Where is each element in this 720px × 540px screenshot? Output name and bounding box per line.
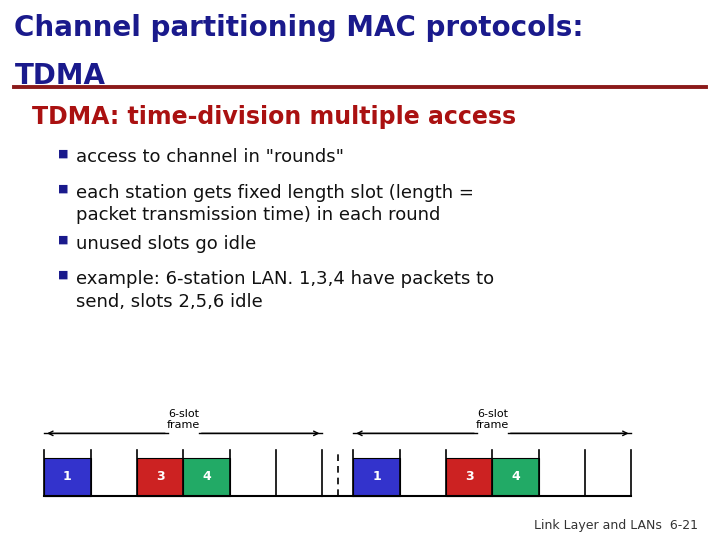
Text: TDMA: TDMA (14, 62, 105, 90)
Text: 1: 1 (372, 470, 381, 483)
Bar (184, 458, 230, 496)
Text: each station gets fixed length slot (length =
packet transmission time) in each : each station gets fixed length slot (len… (76, 184, 474, 225)
Text: 4: 4 (202, 470, 211, 483)
Text: 6-slot
frame: 6-slot frame (167, 409, 200, 430)
Bar (137, 458, 184, 496)
Text: 6-slot
frame: 6-slot frame (476, 409, 509, 430)
Text: ■: ■ (58, 148, 68, 159)
Text: ■: ■ (58, 184, 68, 194)
Text: 3: 3 (465, 470, 474, 483)
Text: Link Layer and LANs  6-21: Link Layer and LANs 6-21 (534, 519, 698, 532)
Bar (44, 458, 91, 496)
Text: 4: 4 (511, 470, 520, 483)
Text: example: 6-station LAN. 1,3,4 have packets to
send, slots 2,5,6 idle: example: 6-station LAN. 1,3,4 have packe… (76, 270, 494, 311)
Text: access to channel in "rounds": access to channel in "rounds" (76, 148, 343, 166)
Bar (354, 458, 400, 496)
Text: TDMA: time-division multiple access: TDMA: time-division multiple access (32, 105, 516, 129)
Text: Channel partitioning MAC protocols:: Channel partitioning MAC protocols: (14, 14, 584, 42)
Text: ■: ■ (58, 235, 68, 245)
Bar (446, 458, 492, 496)
Text: ■: ■ (58, 270, 68, 280)
Text: unused slots go idle: unused slots go idle (76, 235, 256, 253)
Text: 3: 3 (156, 470, 164, 483)
Bar (492, 458, 539, 496)
Text: 1: 1 (63, 470, 72, 483)
